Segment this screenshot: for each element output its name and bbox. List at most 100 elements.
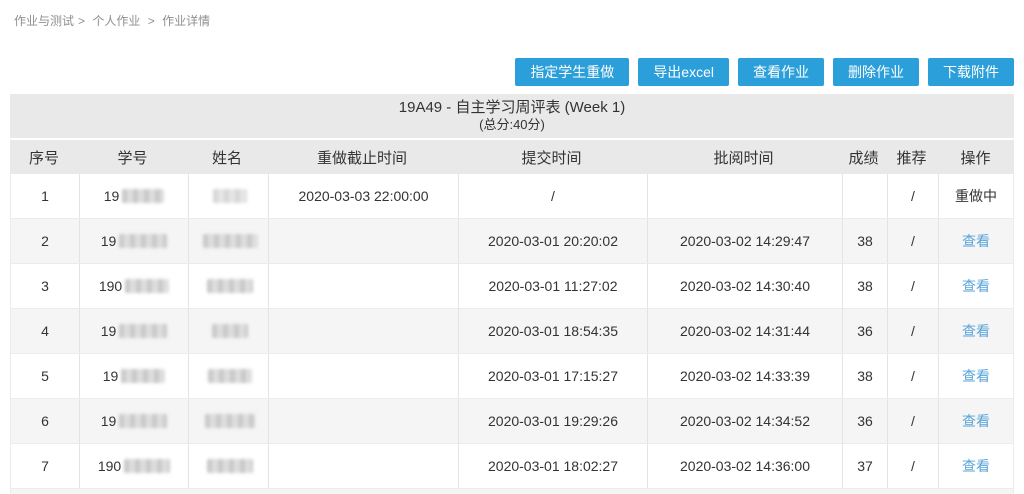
view-link[interactable]: 查看 (962, 458, 990, 474)
cell-recommend: / (887, 354, 938, 398)
cell-student-id: 19 (79, 309, 188, 353)
breadcrumb-separator: > (147, 14, 155, 28)
redacted-student-id (119, 234, 168, 248)
redacted-name (202, 234, 258, 248)
cell-review-time: 2020-03-02 14:33:39 (647, 354, 842, 398)
cell-review-time: 2020-03-02 14:31:44 (647, 309, 842, 353)
cell-student-id: 19 (79, 354, 188, 398)
cell-redo-deadline: 2020-03-03 22:00:00 (268, 174, 458, 218)
cell-name (188, 309, 268, 353)
redacted-name (207, 279, 253, 293)
redacted-name (207, 459, 253, 473)
table-row: 3 190 2020-03-01 11:27:02 2020-03-02 14:… (10, 264, 1014, 309)
cell-student-id: 190 (79, 264, 188, 308)
cell-redo-deadline (268, 219, 458, 263)
cell-action: 查看 (938, 309, 1013, 353)
cell-submit-time: 2020-03-01 18:02:27 (458, 444, 647, 488)
cell-index: 4 (41, 323, 49, 339)
view-link[interactable]: 查看 (962, 413, 990, 429)
table-row-partial (10, 489, 1014, 494)
cell-index: 1 (41, 188, 49, 204)
cell-name (188, 354, 268, 398)
breadcrumb-separator: > (78, 14, 86, 28)
breadcrumb-item-personal-homework[interactable]: 个人作业 (92, 14, 141, 28)
view-link[interactable]: 查看 (962, 323, 990, 339)
cell-score (842, 174, 887, 218)
delete-homework-button[interactable]: 删除作业 (833, 58, 919, 86)
download-attachment-button[interactable]: 下载附件 (928, 58, 1014, 86)
breadcrumb: 作业与测试 > 个人作业 > 作业详情 (0, 0, 1024, 29)
cell-redo-deadline (268, 264, 458, 308)
breadcrumb-item-homework-and-tests[interactable]: 作业与测试 (14, 14, 75, 28)
cell-name (188, 444, 268, 488)
cell-action: 查看 (938, 399, 1013, 443)
homework-table: 19A49 - 自主学习周评表 (Week 1) (总分:40分) 序号 学号 … (10, 94, 1014, 494)
breadcrumb-item-homework-detail: 作业详情 (162, 14, 211, 28)
cell-student-id: 190 (79, 444, 188, 488)
cell-index: 3 (41, 278, 49, 294)
table-row: 7 190 2020-03-01 18:02:27 2020-03-02 14:… (10, 444, 1014, 489)
table-row: 2 19 2020-03-01 20:20:02 2020-03-02 14:2… (10, 219, 1014, 264)
cell-recommend: / (887, 174, 938, 218)
cell-name (188, 399, 268, 443)
view-link[interactable]: 查看 (962, 368, 990, 384)
cell-action: 查看 (938, 354, 1013, 398)
cell-action: 查看 (938, 264, 1013, 308)
student-id-prefix: 19 (100, 323, 117, 339)
redo-in-progress-status: 重做中 (955, 188, 997, 204)
col-header-redo-deadline: 重做截止时间 (316, 149, 407, 167)
redacted-student-id (122, 189, 165, 203)
cell-submit-time: 2020-03-01 19:29:26 (458, 399, 647, 443)
assign-student-redo-button[interactable]: 指定学生重做 (515, 58, 630, 86)
table-body: 1 19 2020-03-03 22:00:00 / / 重做中 2 19 20… (10, 174, 1014, 494)
cell-score: 36 (842, 399, 887, 443)
table-title-block: 19A49 - 自主学习周评表 (Week 1) (总分:40分) (10, 94, 1014, 140)
student-id-prefix: 190 (98, 278, 123, 294)
cell-review-time: 2020-03-02 14:30:40 (647, 264, 842, 308)
cell-submit-time: 2020-03-01 20:20:02 (458, 219, 647, 263)
cell-name (188, 174, 268, 218)
cell-index: 6 (41, 413, 49, 429)
student-id-prefix: 19 (100, 233, 117, 249)
redacted-student-id (119, 414, 168, 428)
cell-score: 36 (842, 309, 887, 353)
cell-name (188, 264, 268, 308)
cell-action: 重做中 (938, 174, 1013, 218)
cell-redo-deadline (268, 444, 458, 488)
cell-review-time: 2020-03-02 14:29:47 (647, 219, 842, 263)
cell-index: 5 (41, 368, 49, 384)
view-link[interactable]: 查看 (962, 278, 990, 294)
cell-submit-time: 2020-03-01 18:54:35 (458, 309, 647, 353)
cell-score: 38 (842, 354, 887, 398)
student-id-prefix: 19 (102, 368, 119, 384)
col-header-action: 操作 (960, 149, 991, 167)
cell-index: 2 (41, 233, 49, 249)
redacted-student-id (119, 324, 168, 338)
col-header-score: 成绩 (848, 149, 879, 167)
table-title: 19A49 - 自主学习周评表 (Week 1) (398, 99, 626, 116)
cell-review-time: 2020-03-02 14:34:52 (647, 399, 842, 443)
table-subtitle: (总分:40分) (479, 117, 545, 132)
cell-submit-time: / (458, 174, 647, 218)
cell-redo-deadline (268, 309, 458, 353)
col-header-review-time: 批阅时间 (713, 149, 774, 167)
cell-student-id: 19 (79, 219, 188, 263)
cell-action: 查看 (938, 444, 1013, 488)
redacted-student-id (121, 369, 166, 383)
col-header-name: 姓名 (211, 149, 242, 167)
cell-recommend: / (887, 444, 938, 488)
cell-recommend: / (887, 399, 938, 443)
table-row: 1 19 2020-03-03 22:00:00 / / 重做中 (10, 174, 1014, 219)
cell-index: 7 (41, 458, 49, 474)
view-homework-button[interactable]: 查看作业 (738, 58, 824, 86)
cell-score: 38 (842, 219, 887, 263)
cell-score: 37 (842, 444, 887, 488)
cell-review-time: 2020-03-02 14:36:00 (647, 444, 842, 488)
cell-submit-time: 2020-03-01 11:27:02 (458, 264, 647, 308)
cell-action: 查看 (938, 219, 1013, 263)
table-row: 6 19 2020-03-01 19:29:26 2020-03-02 14:3… (10, 399, 1014, 444)
view-link[interactable]: 查看 (962, 233, 990, 249)
export-excel-button[interactable]: 导出excel (638, 58, 729, 86)
cell-recommend: / (887, 264, 938, 308)
cell-student-id: 19 (79, 399, 188, 443)
